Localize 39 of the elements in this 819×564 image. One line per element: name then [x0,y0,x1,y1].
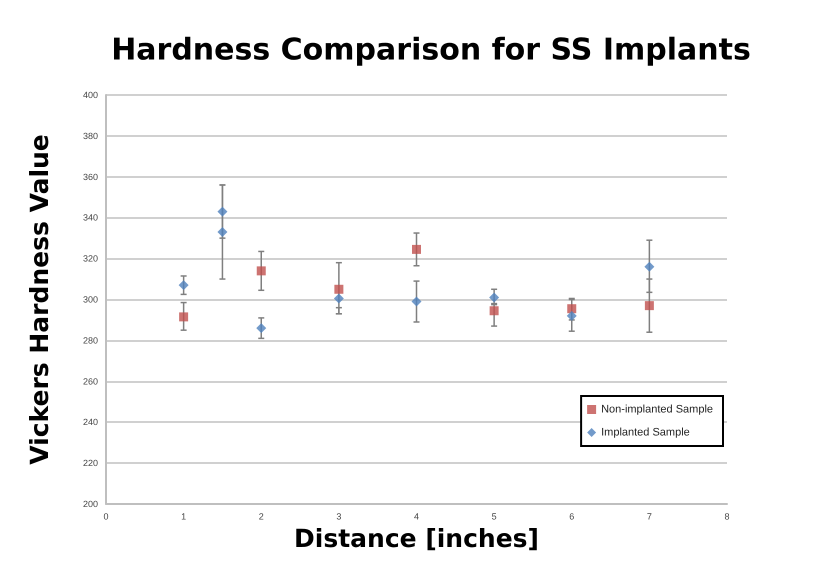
point [179,312,188,322]
y-tick-label: 380 [82,130,98,141]
point [567,304,576,314]
x-tick-label: 3 [336,512,342,522]
legend-label: Implanted Sample [601,426,690,438]
point [256,266,266,276]
legend-label: Non-implanted Sample [601,404,713,416]
chart-title: Hardness Comparison for SS Implants [111,32,751,68]
point [644,301,654,310]
y-tick-label: 260 [82,376,98,386]
x-tick-label: 8 [724,512,730,522]
x-tick-label: 5 [492,512,497,522]
point [412,296,422,307]
y-tick-label: 400 [82,90,98,100]
y-tick-label: 320 [82,254,98,264]
point [334,284,344,294]
point [217,206,228,217]
x-tick-label: 7 [646,512,652,522]
point [256,323,266,334]
x-tick-label: 0 [103,512,109,522]
y-tick-label: 340 [82,212,98,223]
point [334,293,344,304]
point [644,262,654,272]
point [178,280,189,290]
y-tick-label: 220 [82,458,98,468]
point [412,244,421,254]
point [566,310,577,321]
x-tick-label: 2 [258,512,264,522]
x-tick-label: 6 [569,512,574,522]
x-tick-label: 4 [414,512,420,522]
y-tick-label: 200 [82,499,98,509]
y-axis-title: Vickers Hardness Value [25,134,54,465]
point [490,306,499,316]
y-tick-label: 360 [82,172,98,182]
x-tick-label: 1 [181,512,186,522]
y-tick-label: 300 [82,294,98,304]
x-axis-title: Distance [inches] [294,524,539,553]
y-tick-label: 240 [82,417,98,428]
y-tick-label: 280 [82,335,98,346]
